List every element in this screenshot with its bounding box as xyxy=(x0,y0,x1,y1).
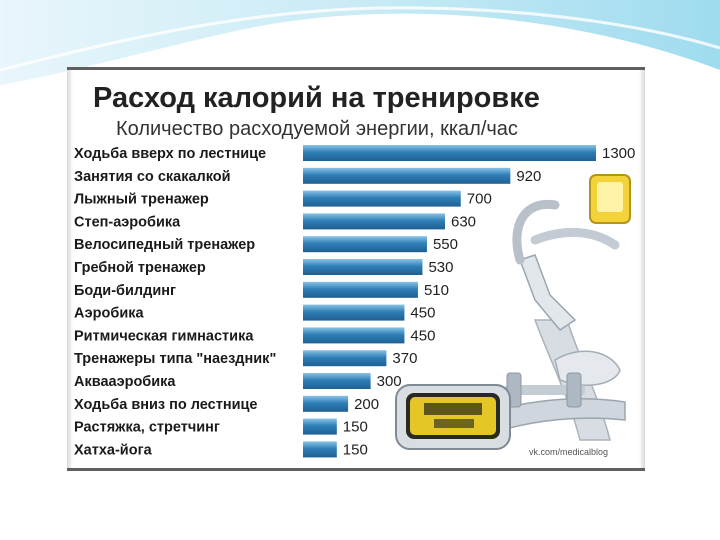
bar xyxy=(303,395,349,412)
category-label: Растяжка, стретчинг xyxy=(74,420,220,436)
bar xyxy=(303,145,596,161)
bar xyxy=(303,441,337,458)
chart-card: Расход калорий на тренировке Количество … xyxy=(67,67,645,471)
chart-title: Расход калорий на тренировке xyxy=(93,82,540,114)
category-label: Гребной тренажер xyxy=(74,260,206,276)
category-label: Ходьба вверх по лестнице xyxy=(74,146,266,162)
bar xyxy=(303,304,405,321)
value-label: 150 xyxy=(343,441,368,458)
category-label: Аквааэробика xyxy=(74,374,176,390)
category-label: Аэробика xyxy=(74,306,144,322)
bar xyxy=(303,418,337,435)
bar xyxy=(303,213,445,230)
value-label: 530 xyxy=(428,259,453,276)
value-label: 550 xyxy=(433,236,458,253)
category-label: Хатха-йога xyxy=(74,442,153,458)
bar xyxy=(303,259,423,275)
bar xyxy=(303,281,418,298)
category-label: Лыжный тренажер xyxy=(74,192,209,208)
chart-subtitle: Количество расходуемой энергии, ккал/час xyxy=(116,118,518,140)
value-label: 150 xyxy=(343,419,368,436)
value-label: 200 xyxy=(354,396,379,413)
bar xyxy=(303,167,511,184)
value-label: 700 xyxy=(467,191,492,208)
bar xyxy=(303,190,461,207)
bar xyxy=(303,373,371,389)
bar xyxy=(303,350,387,367)
category-label: Велосипедный тренажер xyxy=(74,237,255,253)
category-label: Боди-билдинг xyxy=(74,283,176,299)
value-label: 300 xyxy=(377,373,402,390)
value-label: 370 xyxy=(392,350,417,367)
source-credit: vk.com/medicalblog xyxy=(529,447,609,457)
category-label: Занятия со скакалкой xyxy=(74,169,231,185)
value-label: 450 xyxy=(410,327,435,344)
value-label: 1300 xyxy=(602,145,635,162)
decoration xyxy=(494,174,631,441)
category-label: Степ-аэробика xyxy=(74,214,181,230)
value-label: 630 xyxy=(451,213,476,230)
value-label: 450 xyxy=(410,305,435,322)
value-label: 920 xyxy=(516,168,541,185)
value-label: 510 xyxy=(424,282,449,299)
category-label: Ходьба вниз по лестнице xyxy=(74,397,258,413)
category-label: Тренажеры типа "наездник" xyxy=(74,351,276,367)
category-label: Ритмическая гимнастика xyxy=(74,328,254,344)
bar xyxy=(303,327,405,344)
stopwatch-icon xyxy=(395,384,511,450)
bar-chart: Ходьба вверх по лестнице 1300 Занятия со с… xyxy=(74,145,635,458)
background-wave xyxy=(0,0,720,85)
bar xyxy=(303,236,427,253)
